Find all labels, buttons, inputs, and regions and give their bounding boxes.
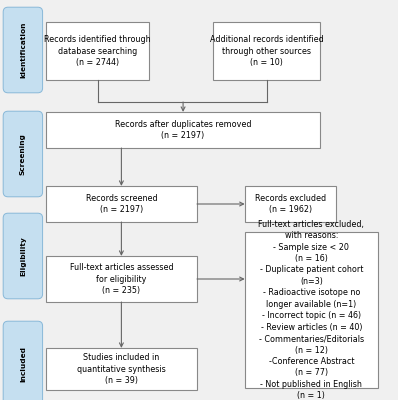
Text: Studies included in
quantitative synthesis
(n = 39): Studies included in quantitative synthes… [77,353,166,385]
Bar [46,186,197,222]
Text: Records excluded
(n = 1962): Records excluded (n = 1962) [255,194,326,214]
Bar [46,22,149,80]
Text: Records after duplicates removed
(n = 2197): Records after duplicates removed (n = 21… [115,120,251,140]
Text: Included: Included [20,346,26,382]
Text: Records screened
(n = 2197): Records screened (n = 2197) [86,194,157,214]
Text: Screening: Screening [20,133,26,175]
Bar [213,22,320,80]
Bar [245,232,378,388]
Text: Eligibility: Eligibility [20,236,26,276]
FancyBboxPatch shape [3,213,43,299]
Text: Records identified through
database searching
(n = 2744): Records identified through database sear… [44,35,151,67]
Text: Full-text articles assessed
for eligibility
(n = 235): Full-text articles assessed for eligibil… [70,263,173,295]
Text: Full-text articles excluded,
with reasons:
- Sample size < 20
(n = 16)
- Duplica: Full-text articles excluded, with reason… [258,220,365,400]
FancyBboxPatch shape [3,111,43,197]
Bar [46,256,197,302]
Bar [46,112,320,148]
FancyBboxPatch shape [3,321,43,400]
Text: Additional records identified
through other sources
(n = 10): Additional records identified through ot… [210,35,324,67]
Bar [46,348,197,390]
Text: Identification: Identification [20,22,26,78]
FancyBboxPatch shape [3,7,43,93]
Bar [245,186,336,222]
